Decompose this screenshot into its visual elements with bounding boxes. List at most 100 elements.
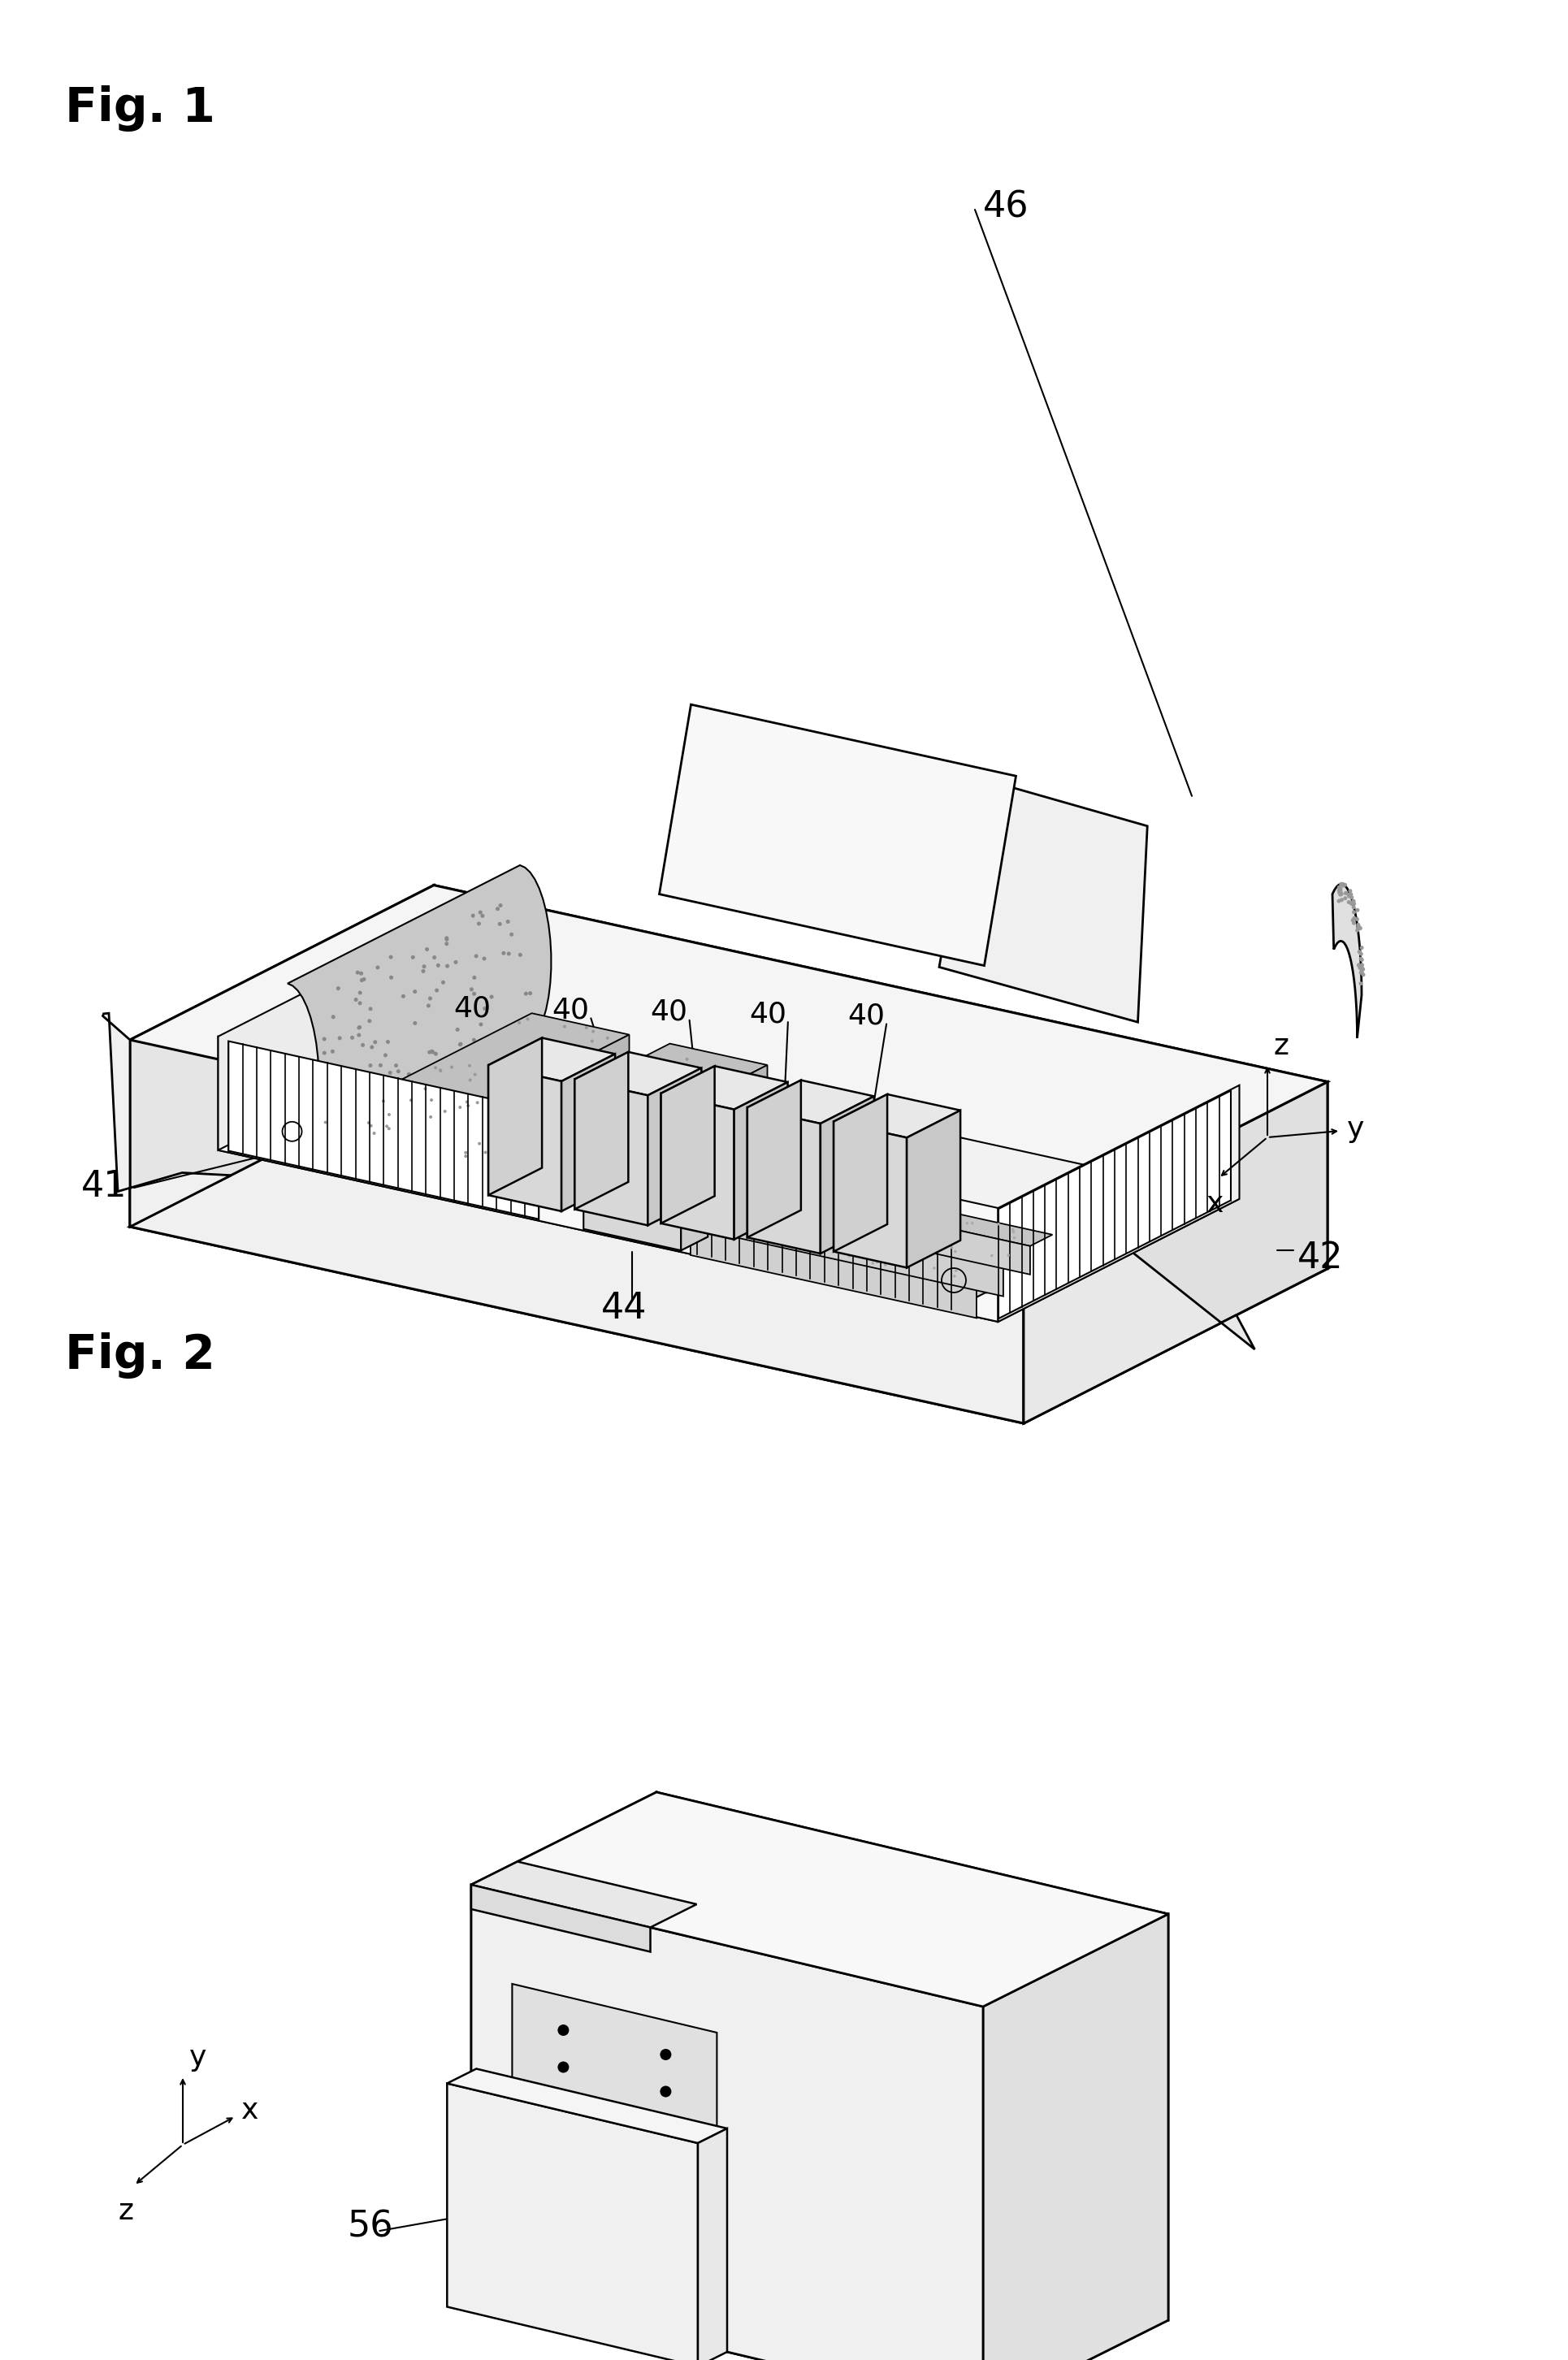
Circle shape (801, 1182, 804, 1185)
Circle shape (971, 1222, 974, 1225)
Circle shape (818, 1218, 822, 1220)
Circle shape (477, 923, 481, 925)
Circle shape (1355, 909, 1359, 911)
Circle shape (505, 920, 510, 923)
Circle shape (1341, 883, 1345, 887)
Text: 44: 44 (601, 1291, 646, 1326)
Circle shape (416, 1076, 420, 1081)
Circle shape (527, 1067, 530, 1071)
Circle shape (444, 937, 448, 942)
Circle shape (619, 1130, 622, 1133)
Circle shape (350, 1114, 354, 1116)
Circle shape (423, 1067, 428, 1071)
Circle shape (942, 1215, 946, 1220)
Polygon shape (511, 1985, 717, 2318)
Circle shape (331, 1015, 336, 1020)
Circle shape (837, 1251, 840, 1253)
Circle shape (345, 1086, 348, 1090)
Circle shape (505, 1029, 508, 1034)
Circle shape (1347, 890, 1352, 892)
Circle shape (470, 913, 475, 918)
Polygon shape (746, 1081, 801, 1237)
Circle shape (431, 1074, 436, 1079)
Circle shape (358, 1001, 362, 1005)
Circle shape (698, 1090, 701, 1095)
Circle shape (717, 1225, 720, 1227)
Circle shape (439, 1069, 442, 1071)
Polygon shape (434, 885, 1327, 1270)
Polygon shape (648, 1069, 701, 1225)
Polygon shape (833, 1121, 906, 1267)
Circle shape (928, 1215, 931, 1218)
Polygon shape (574, 1053, 701, 1095)
Circle shape (750, 1234, 753, 1237)
Circle shape (464, 1154, 467, 1159)
Polygon shape (287, 866, 550, 1161)
Polygon shape (1024, 1081, 1327, 1423)
Circle shape (563, 1050, 566, 1053)
Circle shape (469, 986, 474, 991)
Circle shape (383, 1053, 387, 1057)
Circle shape (1359, 968, 1363, 972)
Circle shape (474, 953, 478, 958)
Circle shape (480, 913, 485, 918)
Circle shape (1347, 894, 1350, 899)
Circle shape (517, 1022, 521, 1024)
Circle shape (808, 1192, 811, 1194)
Circle shape (554, 1060, 557, 1062)
Polygon shape (743, 1182, 1030, 1274)
Circle shape (605, 1036, 608, 1041)
Circle shape (434, 1067, 437, 1069)
Circle shape (368, 1088, 373, 1090)
Circle shape (1356, 963, 1359, 968)
Circle shape (1342, 897, 1347, 899)
Circle shape (806, 1241, 809, 1246)
Circle shape (933, 1267, 935, 1270)
Circle shape (695, 1079, 698, 1083)
Circle shape (458, 1107, 461, 1109)
Circle shape (478, 911, 483, 913)
Circle shape (445, 963, 448, 968)
Polygon shape (447, 2084, 698, 2360)
Circle shape (1339, 883, 1342, 885)
Text: 40: 40 (453, 994, 491, 1022)
Polygon shape (939, 776, 1146, 1022)
Circle shape (441, 1069, 445, 1074)
Circle shape (693, 1079, 696, 1083)
Circle shape (626, 1090, 630, 1093)
Circle shape (381, 1100, 384, 1102)
Circle shape (887, 1206, 889, 1208)
Circle shape (506, 951, 511, 956)
Circle shape (953, 1251, 956, 1253)
Circle shape (434, 989, 439, 994)
Circle shape (375, 1102, 379, 1107)
Polygon shape (470, 1791, 655, 2292)
Polygon shape (743, 1173, 1052, 1246)
Circle shape (425, 946, 428, 951)
Polygon shape (997, 1090, 1231, 1319)
Circle shape (469, 1079, 472, 1081)
Circle shape (660, 2233, 671, 2244)
Circle shape (660, 2122, 671, 2133)
Circle shape (831, 1189, 834, 1192)
Circle shape (337, 1036, 342, 1041)
Text: 40: 40 (847, 1003, 884, 1029)
Circle shape (897, 1213, 900, 1215)
Circle shape (397, 1069, 400, 1074)
Polygon shape (655, 1112, 754, 1213)
Polygon shape (218, 913, 459, 1149)
Circle shape (621, 1093, 624, 1095)
Circle shape (406, 1071, 411, 1076)
Circle shape (710, 1225, 712, 1227)
Circle shape (433, 1053, 437, 1055)
Circle shape (773, 1208, 776, 1211)
Circle shape (735, 1074, 739, 1076)
Circle shape (394, 1064, 398, 1067)
Circle shape (866, 1199, 867, 1201)
Polygon shape (583, 1215, 707, 1251)
Circle shape (557, 2247, 569, 2259)
Text: z: z (1273, 1034, 1289, 1060)
Circle shape (737, 1227, 740, 1230)
Circle shape (1350, 899, 1355, 904)
Text: 40: 40 (552, 996, 590, 1024)
